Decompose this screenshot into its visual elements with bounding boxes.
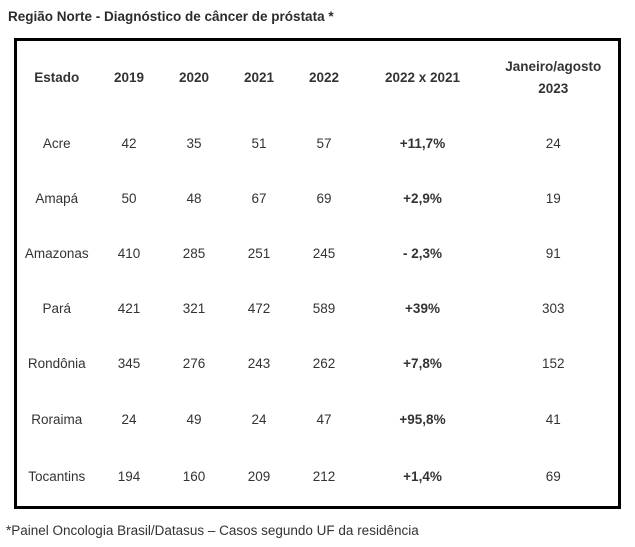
cell-2021: 243: [247, 356, 271, 372]
cell-2020: 285: [182, 246, 206, 261]
cell-change-2022x2021: +95,8%: [399, 411, 446, 427]
table-row-rondonia: Rondônia 345 276 243 262 +7,8% 152: [16, 336, 620, 391]
table-row-tocantins: Tocantins 194 160 209 212 +1,4% 69: [16, 447, 620, 508]
cell-2022: 47: [316, 411, 332, 427]
cell-2021: 209: [247, 468, 271, 484]
cell-jan-ago-2023: 91: [545, 246, 561, 261]
table-row-amapa: Amapá 50 48 67 69 +2,9% 19: [16, 171, 620, 226]
cell-state: Rondônia: [27, 356, 86, 372]
cell-2022: 589: [312, 301, 336, 317]
cell-state: Amazonas: [24, 246, 89, 261]
cell-2022: 212: [312, 468, 336, 484]
table-row-amazonas: Amazonas 410 285 251 245 - 2,3% 91: [16, 226, 620, 281]
cell-2020: 276: [182, 356, 206, 372]
cell-jan-ago-2023: 303: [541, 301, 565, 317]
col-header-2022-x-2021: 2022 x 2021: [384, 70, 461, 86]
col-header-2019: 2019: [113, 70, 145, 86]
table-row-para: Pará 421 321 472 589 +39% 303: [16, 281, 620, 336]
cell-state: Roraima: [31, 411, 83, 427]
col-header-2020: 2020: [178, 70, 210, 86]
page-title: Região Norte - Diagnóstico de câncer de …: [8, 9, 334, 24]
cell-state: Amapá: [35, 190, 79, 206]
cell-2022: 69: [316, 190, 332, 206]
cell-2022: 245: [312, 246, 336, 261]
source-note: *Painel Oncologia Brasil/Datasus – Casos…: [6, 523, 419, 538]
cell-2020: 35: [186, 135, 202, 151]
cell-change-2022x2021: +2,9%: [403, 190, 442, 206]
cell-jan-ago-2023: 19: [545, 190, 561, 206]
cell-2019: 50: [121, 190, 137, 206]
cell-2021: 251: [247, 246, 271, 261]
col-header-2021: 2021: [243, 70, 275, 86]
cell-2019: 345: [117, 356, 141, 372]
cell-change-2022x2021: +11,7%: [399, 135, 446, 151]
cell-jan-ago-2023: 24: [545, 135, 561, 151]
cell-jan-ago-2023: 41: [545, 411, 561, 427]
cell-jan-ago-2023: 152: [541, 356, 565, 372]
cell-change-2022x2021: +1,4%: [403, 468, 442, 484]
header-row: Estado 2019 2020 2021 2022 2022 x 2021 J…: [16, 40, 620, 116]
cell-state: Tocantins: [28, 468, 86, 484]
cell-change-2022x2021: - 2,3%: [402, 246, 443, 261]
cell-state: Acre: [42, 135, 71, 151]
cell-2021: 51: [251, 135, 267, 151]
table-row-roraima: Roraima 24 49 24 47 +95,8% 41: [16, 392, 620, 447]
cell-2020: 321: [182, 301, 206, 317]
col-header-janeiro-agosto-2023: Janeiro/agosto 2023: [489, 40, 620, 116]
cell-2020: 160: [182, 468, 206, 484]
cell-2022: 57: [316, 135, 332, 151]
cell-change-2022x2021: +7,8%: [403, 356, 442, 372]
cell-2019: 410: [117, 246, 141, 261]
table-row-acre: Acre 42 35 51 57 +11,7% 24: [16, 116, 620, 171]
prostate-cancer-table: Estado 2019 2020 2021 2022 2022 x 2021 J…: [14, 38, 621, 509]
cell-2019: 421: [117, 301, 141, 317]
cell-2019: 194: [117, 468, 141, 484]
cell-2020: 49: [186, 411, 202, 427]
cell-2021: 472: [247, 301, 271, 317]
col-header-estado: Estado: [34, 70, 80, 86]
cell-2019: 24: [121, 411, 137, 427]
col-header-2022: 2022: [308, 70, 340, 86]
cell-jan-ago-2023: 69: [545, 468, 561, 484]
col-header-janeiro-agosto-2023-label: Janeiro/agosto 2023: [505, 58, 602, 97]
cell-2022: 262: [312, 356, 336, 372]
cell-change-2022x2021: +39%: [405, 301, 440, 317]
cell-state: Pará: [42, 301, 72, 317]
cell-2019: 42: [121, 135, 137, 151]
cell-2021: 67: [251, 190, 267, 206]
cell-2020: 48: [186, 190, 202, 206]
cell-2021: 24: [251, 411, 267, 427]
